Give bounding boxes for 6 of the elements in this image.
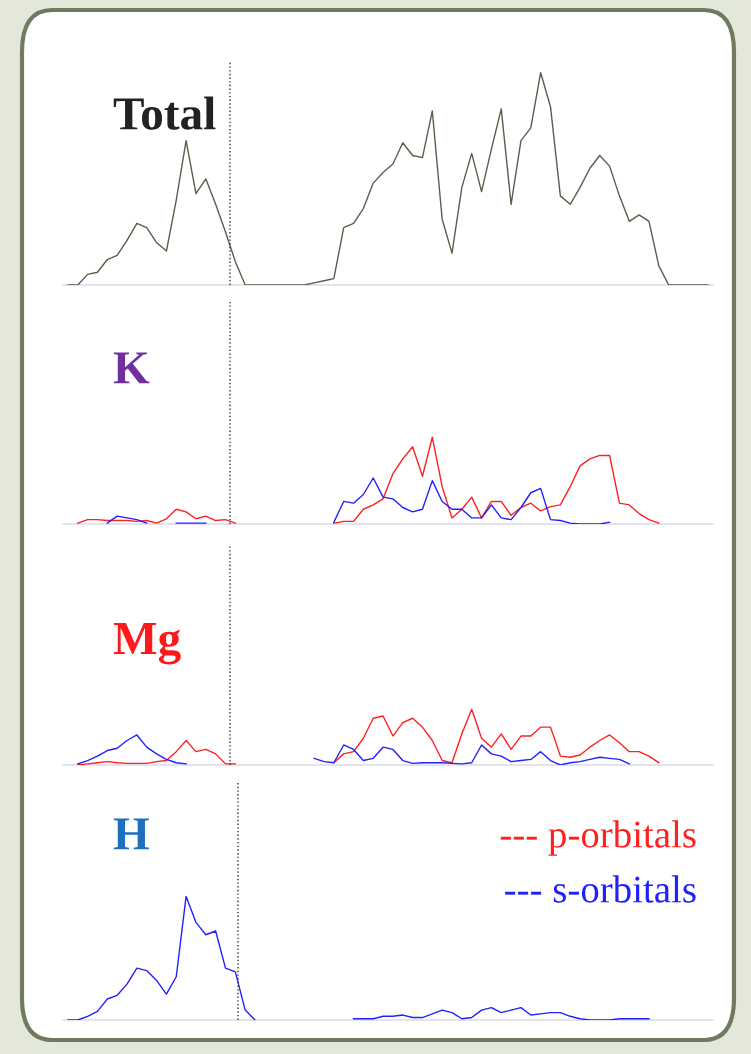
text: --- p-orbitals xyxy=(500,820,696,856)
chart-title: Total xyxy=(113,96,216,130)
chart-title: Mg xyxy=(113,623,181,665)
chart-title: K xyxy=(113,352,150,384)
chart-title: H xyxy=(113,818,149,850)
annotation: --- s-orbitals xyxy=(505,875,696,903)
